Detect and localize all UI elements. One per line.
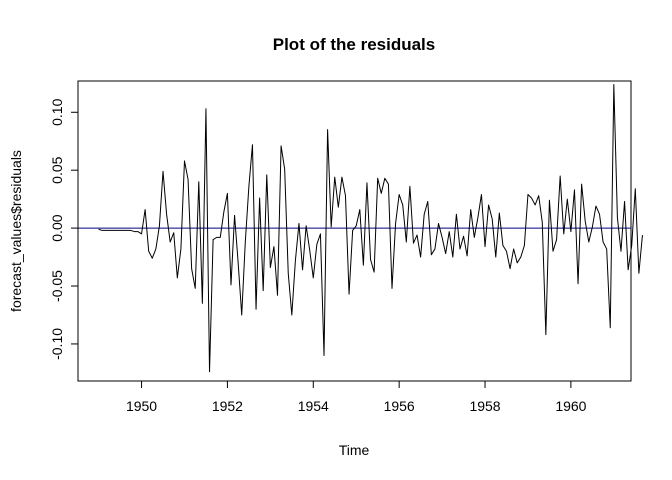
y-tick-label: 0.10 (49, 98, 65, 125)
y-axis: -0.10 -0.05 0.00 0.05 0.10 (49, 98, 79, 360)
x-tick-label: 1954 (298, 398, 329, 414)
y-tick-label: -0.05 (49, 270, 65, 302)
series-layer (98, 83, 643, 373)
residuals-series-line (98, 83, 643, 373)
plot-frame (77, 80, 632, 382)
y-tick-label: -0.10 (49, 328, 65, 360)
y-tick-label: 0.05 (49, 156, 65, 183)
x-tick-label: 1952 (212, 398, 243, 414)
x-axis-label: Time (339, 442, 370, 458)
x-tick-label: 1958 (469, 398, 500, 414)
x-tick-label: 1960 (555, 398, 586, 414)
y-axis-label: forecast_values$residuals (8, 150, 24, 312)
x-tick-label: 1950 (126, 398, 157, 414)
chart-title: Plot of the residuals (273, 35, 435, 54)
x-axis: 1950 1952 1954 1956 1958 1960 (126, 380, 587, 414)
x-tick-label: 1956 (384, 398, 415, 414)
y-tick-label: 0.00 (49, 214, 65, 241)
